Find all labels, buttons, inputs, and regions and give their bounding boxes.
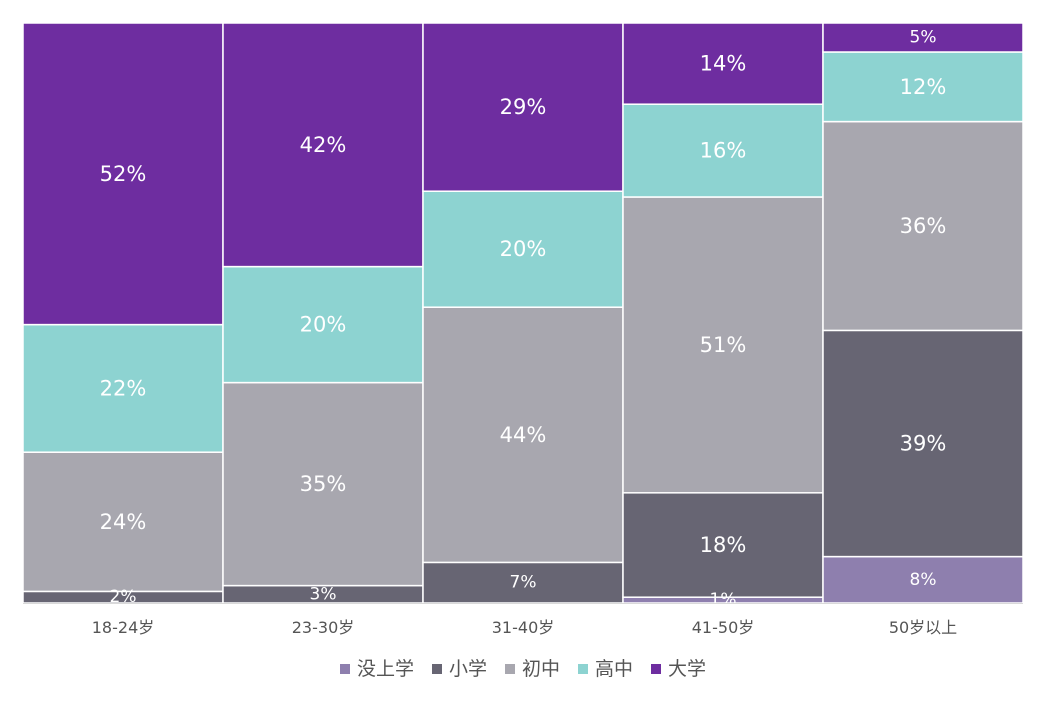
data-label-3-2: 7% [510, 573, 537, 593]
bar-segment-2-4 [222, 265, 424, 384]
bar-segment-1-4 [22, 323, 224, 453]
data-label-4-2: 18% [700, 533, 747, 557]
data-label-2-3: 35% [300, 472, 347, 496]
data-label-1-2: 2% [110, 587, 137, 607]
legend-label-3: 初中 [522, 658, 560, 680]
x-tick-label-4: 41-50岁 [692, 618, 755, 637]
bars-layer [22, 22, 1024, 604]
bar-segment-5-3 [822, 120, 1024, 332]
x-tick-label-3: 31-40岁 [492, 618, 555, 637]
data-label-4-1: 1% [710, 590, 737, 610]
legend-label-4: 高中 [595, 658, 633, 680]
legend: 没上学 小学 初中 高中 大学 [340, 658, 706, 680]
legend-swatch-3 [505, 664, 515, 674]
bar-segment-5-1 [822, 555, 1024, 604]
data-label-2-4: 20% [300, 313, 347, 337]
data-label-5-2: 39% [900, 432, 947, 456]
bar-segment-5-2 [822, 329, 1024, 558]
bar-segment-2-5 [222, 22, 424, 268]
bar-segment-5-4 [822, 51, 1024, 123]
data-label-3-5: 29% [500, 95, 547, 119]
x-tick-label-1: 18-24岁 [92, 618, 155, 637]
legend-swatch-4 [578, 664, 588, 674]
bar-segment-5-5 [822, 22, 1024, 53]
data-label-5-5: 5% [910, 28, 937, 48]
x-tick-label-2: 23-30岁 [292, 618, 355, 637]
bar-segment-4-4 [622, 103, 824, 198]
legend-label-2: 小学 [449, 658, 487, 680]
bar-segment-2-3 [222, 381, 424, 587]
data-label-1-3: 24% [100, 510, 147, 534]
x-tick-labels: 18-24岁 23-30岁 31-40岁 41-50岁 50岁以上 [92, 618, 957, 637]
data-label-4-4: 16% [700, 139, 747, 163]
bar-segment-4-3 [622, 196, 824, 494]
x-tick-label-5: 50岁以上 [889, 618, 957, 637]
data-label-5-4: 12% [900, 75, 947, 99]
legend-label-5: 大学 [668, 658, 706, 680]
data-label-1-5: 52% [100, 162, 147, 186]
data-label-5-3: 36% [900, 214, 947, 238]
legend-swatch-5 [651, 664, 661, 674]
data-label-1-4: 22% [100, 376, 147, 400]
bar-segment-3-5 [422, 22, 624, 192]
bar-segment-4-2 [622, 492, 824, 598]
data-label-4-3: 51% [700, 333, 747, 357]
data-label-4-5: 14% [700, 52, 747, 76]
data-labels-layer: 2% 24% 22% 52% 3% 35% 20% 42% 7% 44% 20% 29% 1% 18% 51… [100, 28, 947, 611]
bar-segment-4-5 [622, 22, 824, 105]
data-label-3-3: 44% [500, 423, 547, 447]
data-label-2-5: 42% [300, 133, 347, 157]
legend-label-1: 没上学 [357, 658, 414, 680]
legend-swatch-1 [340, 664, 350, 674]
legend-swatch-2 [432, 664, 442, 674]
bar-segment-3-4 [422, 190, 624, 308]
data-label-3-4: 20% [500, 237, 547, 261]
data-label-2-2: 3% [310, 584, 337, 604]
bar-segment-3-2 [422, 561, 624, 604]
data-label-5-1: 8% [910, 570, 937, 590]
